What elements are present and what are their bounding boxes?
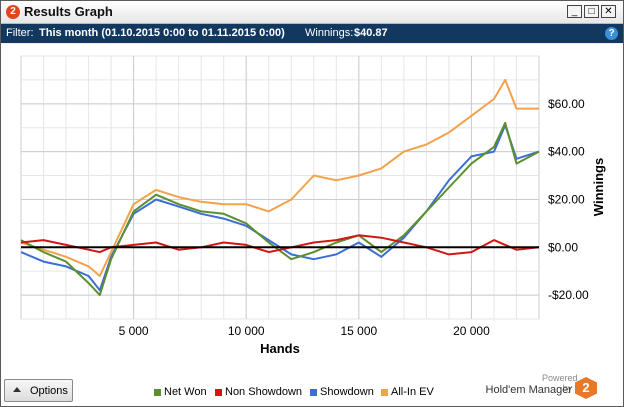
title-bar[interactable]: 2 Results Graph _ □ ✕ xyxy=(1,1,623,24)
winnings-label: Winnings: xyxy=(305,27,354,39)
app-logo-icon: 2 xyxy=(6,5,20,19)
powered-by-text: Powered by xyxy=(542,373,578,393)
maximize-button[interactable]: □ xyxy=(584,5,599,18)
x-axis-label: Hands xyxy=(260,341,300,356)
x-tick-label: 10 000 xyxy=(228,324,265,338)
chart-area: 5 000 10 000 15 000 20 000 -$20.00 $0.00 $20.0… xyxy=(1,44,623,406)
series-line-all-in-ev xyxy=(20,78,539,277)
legend-showdown[interactable]: Showdown xyxy=(320,386,374,398)
legend-swatch-all-in-ev xyxy=(381,389,388,396)
y-tick-label: -$20.00 xyxy=(548,288,589,302)
series-line-net-won xyxy=(20,121,540,297)
legend-all-in-ev[interactable]: All-In EV xyxy=(391,386,434,398)
minimize-button[interactable]: _ xyxy=(567,5,582,18)
brand-name: Hold'em Manager xyxy=(485,384,572,396)
help-icon[interactable]: ? xyxy=(605,27,618,40)
filter-bar: Filter: This month (01.10.2015 0:00 to 0… xyxy=(1,24,623,43)
y-axis-label: Winnings xyxy=(591,158,606,216)
options-label: Options xyxy=(30,385,68,397)
winnings-value: $40.87 xyxy=(354,27,388,39)
y-tick-label: $20.00 xyxy=(548,192,585,206)
y-tick-label: $0.00 xyxy=(548,240,578,254)
results-chart: 5 000 10 000 15 000 20 000 -$20.00 $0.00 $20.0… xyxy=(20,55,606,356)
x-tick-label: 20 000 xyxy=(453,324,490,338)
options-button[interactable]: Options xyxy=(4,379,73,402)
filter-label: Filter: xyxy=(6,27,34,39)
x-tick-label: 5 000 xyxy=(119,324,149,338)
x-tick-label: 15 000 xyxy=(340,324,377,338)
filter-value: This month (01.10.2015 0:00 to 01.11.201… xyxy=(39,27,285,39)
y-tick-label: $60.00 xyxy=(548,97,585,111)
legend-net-won[interactable]: Net Won xyxy=(164,386,207,398)
series-line-non-showdown xyxy=(20,234,540,256)
legend-swatch-net-won xyxy=(154,389,161,396)
legend-non-showdown[interactable]: Non Showdown xyxy=(225,386,303,398)
plot-background xyxy=(20,55,540,320)
close-button[interactable]: ✕ xyxy=(601,5,616,18)
window-title: Results Graph xyxy=(24,4,113,19)
triangle-up-icon xyxy=(13,387,21,392)
legend-swatch-non-showdown xyxy=(215,389,222,396)
legend-swatch-showdown xyxy=(310,389,317,396)
holdem-manager-logo-icon: 2 xyxy=(575,377,597,399)
y-tick-label: $40.00 xyxy=(548,145,585,159)
